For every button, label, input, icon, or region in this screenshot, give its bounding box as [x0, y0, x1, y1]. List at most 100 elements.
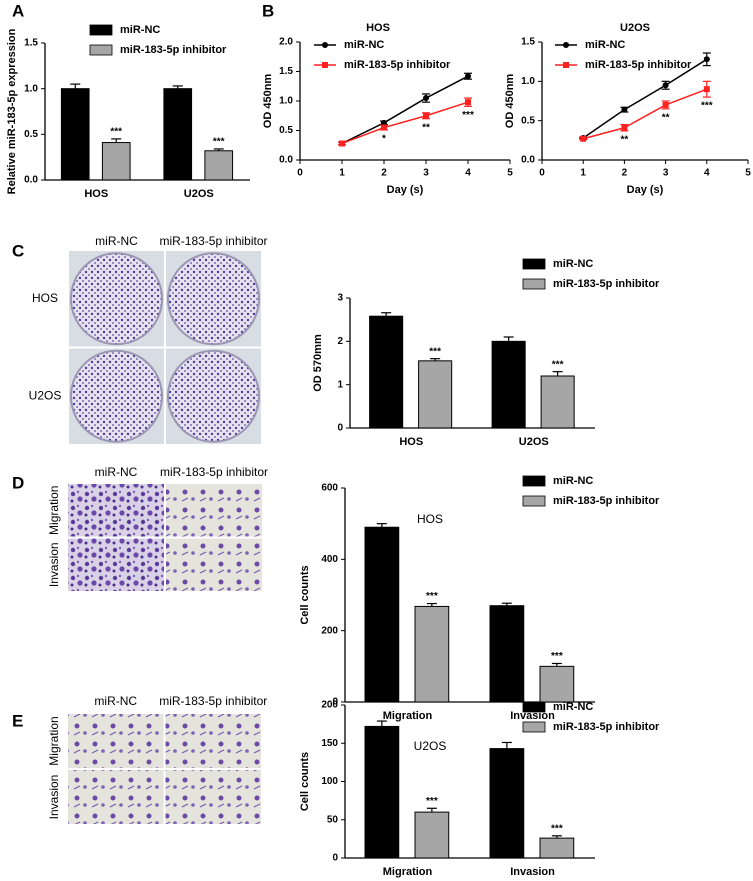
- x-tick-label: 1: [339, 168, 345, 179]
- x-tick-label: 0: [297, 168, 303, 179]
- x-tick-label: Migration: [383, 710, 433, 722]
- y-tick-label: 0: [337, 423, 343, 434]
- x-tick-label: 4: [704, 168, 710, 179]
- legend-label: miR-183-5p inhibitor: [553, 278, 660, 290]
- y-tick-label: 1.5: [521, 37, 535, 48]
- significance-label: ***: [426, 591, 438, 602]
- y-tick-label: 1.5: [24, 38, 38, 49]
- bar: [414, 811, 450, 859]
- y-tick-label: 400: [321, 554, 338, 565]
- legend-swatch: [522, 475, 546, 487]
- legend-label: miR-NC: [120, 24, 160, 36]
- significance-label: ***: [429, 346, 441, 357]
- legend-marker: [563, 62, 569, 68]
- x-axis-label: Day (s): [627, 184, 664, 196]
- y-tick-label: 0.0: [279, 155, 293, 166]
- chart-title: HOS: [366, 22, 390, 34]
- legend-marker: [322, 42, 328, 48]
- series-line: [341, 101, 469, 145]
- y-tick-label: 0.0: [24, 175, 38, 186]
- y-tick-label: 1.5: [279, 66, 293, 77]
- row-label: Migration: [47, 486, 61, 535]
- colony-plate: [70, 349, 163, 443]
- legend-label: miR-183-5p inhibitor: [553, 721, 660, 733]
- significance-label: ***: [701, 101, 713, 112]
- legend-label: miR-NC: [585, 39, 625, 51]
- point: [465, 99, 471, 106]
- bar: [540, 375, 575, 429]
- column-label: miR-183-5p inhibitor: [159, 234, 267, 248]
- bar: [364, 526, 400, 703]
- significance-label: ***: [213, 137, 225, 148]
- legend-swatch: [522, 701, 546, 713]
- y-tick-label: 1.0: [24, 83, 38, 94]
- x-tick-label: 3: [663, 168, 669, 179]
- bar: [491, 340, 526, 429]
- column-label: miR-NC: [95, 465, 138, 479]
- y-axis-label: Cell counts: [299, 565, 311, 624]
- y-tick-label: 0.5: [521, 115, 535, 126]
- x-tick-label: Invasion: [510, 866, 555, 878]
- panel-letter: E: [12, 711, 23, 730]
- micrograph: [166, 484, 262, 537]
- legend-label: miR-183-5p inhibitor: [344, 59, 451, 71]
- legend-label: miR-183-5p inhibitor: [585, 59, 692, 71]
- legend-swatch: [89, 24, 113, 36]
- row-label: HOS: [32, 291, 58, 305]
- bar: [414, 605, 450, 703]
- chart-title: HOS: [417, 512, 443, 526]
- y-tick-label: 1.0: [521, 76, 535, 87]
- legend-swatch: [89, 44, 113, 56]
- micrograph: [165, 714, 261, 768]
- significance-label: **: [621, 135, 629, 146]
- panel-letter: A: [12, 1, 24, 20]
- column-label: miR-NC: [94, 694, 137, 708]
- x-tick-label: HOS: [399, 436, 423, 448]
- y-axis-label: OD 570mm: [312, 334, 324, 392]
- column-label: miR-183-5p inhibitor: [159, 694, 267, 708]
- y-tick-label: 0.0: [521, 155, 535, 166]
- point: [423, 112, 429, 119]
- y-axis-label: Relative miR-183-5p expression: [6, 28, 18, 194]
- point: [423, 95, 429, 102]
- bar: [60, 88, 90, 181]
- bar: [539, 665, 575, 703]
- point: [580, 135, 587, 142]
- legend-label: miR-NC: [553, 475, 593, 487]
- y-tick-label: 3: [337, 293, 343, 304]
- x-tick-label: Migration: [383, 866, 433, 878]
- x-tick-label: 4: [465, 168, 471, 179]
- y-tick-label: 0: [332, 697, 338, 708]
- bar: [101, 142, 131, 181]
- y-tick-label: 150: [321, 738, 338, 749]
- y-tick-label: 1: [337, 379, 343, 390]
- y-axis-label: OD 450nm: [262, 74, 274, 129]
- legend-swatch: [522, 495, 546, 507]
- x-axis-label: Day (s): [387, 184, 424, 196]
- point: [339, 140, 345, 147]
- y-axis-label: Cell counts: [299, 752, 311, 811]
- column-label: miR-NC: [95, 234, 138, 248]
- bar: [163, 88, 193, 181]
- micrograph: [68, 484, 164, 537]
- x-tick-label: 1: [580, 168, 586, 179]
- x-tick-label: 3: [423, 168, 429, 179]
- legend-label: miR-NC: [344, 39, 384, 51]
- point: [381, 119, 387, 126]
- series-line: [341, 75, 469, 145]
- point: [621, 106, 628, 113]
- chart-title: U2OS: [620, 22, 650, 34]
- series-line: [582, 58, 708, 139]
- y-tick-label: 2.0: [279, 37, 293, 48]
- bar: [369, 315, 404, 429]
- x-tick-label: Invasion: [510, 710, 555, 722]
- y-tick-label: 1.0: [279, 96, 293, 107]
- significance-label: ***: [551, 651, 563, 662]
- y-tick-label: 2: [337, 336, 343, 347]
- y-tick-label: 0.5: [279, 125, 293, 136]
- y-tick-label: 200: [321, 700, 338, 711]
- significance-label: **: [662, 113, 670, 124]
- bar: [489, 605, 525, 703]
- colony-plate: [167, 349, 260, 443]
